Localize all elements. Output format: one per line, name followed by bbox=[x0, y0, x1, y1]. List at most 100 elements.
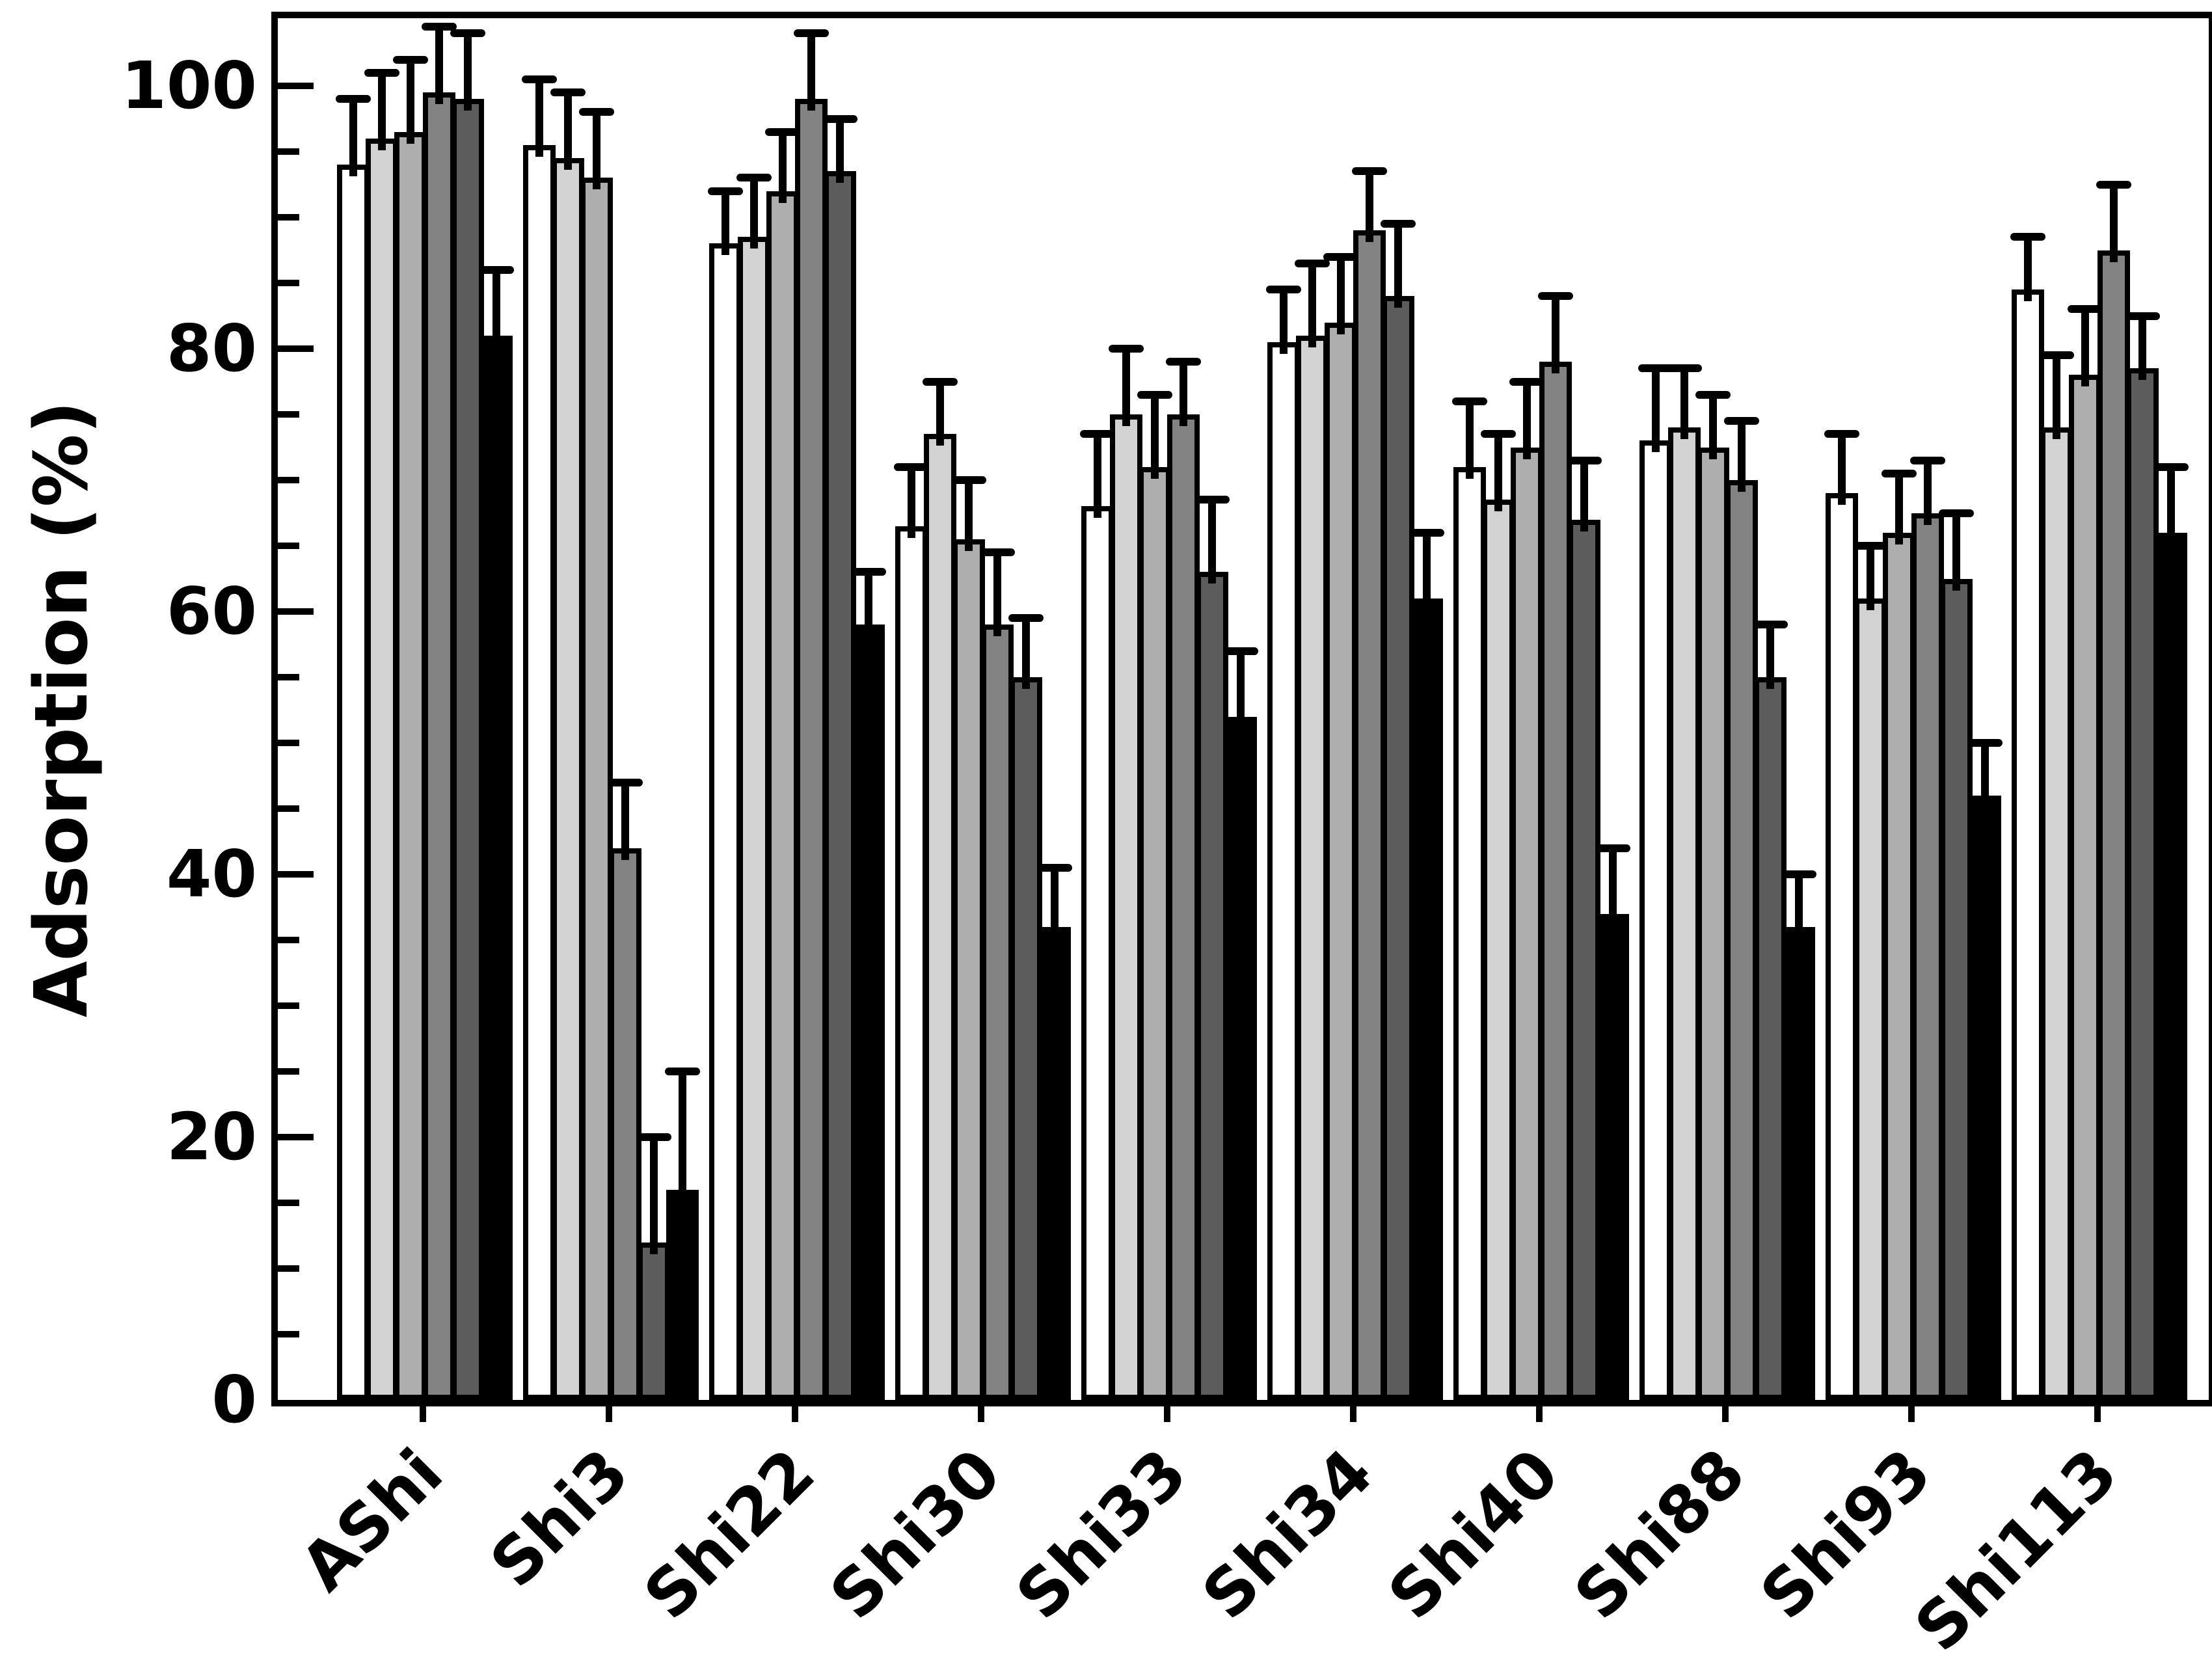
error-bar-line bbox=[564, 92, 572, 170]
error-bar-cap bbox=[1967, 739, 2003, 747]
x-tick bbox=[1908, 1400, 1915, 1422]
error-bar-cap bbox=[980, 548, 1015, 557]
error-bar-cap bbox=[1910, 456, 1945, 464]
bar-5-dark-gray bbox=[2126, 368, 2159, 1400]
x-tick-label: Shi33 bbox=[1002, 1434, 1202, 1634]
bar-6-black bbox=[1410, 598, 1443, 1400]
bar-1-white bbox=[2012, 289, 2044, 1400]
error-bar-cap bbox=[450, 29, 485, 38]
error-bar-cap bbox=[2153, 463, 2189, 471]
error-bar-cap bbox=[1595, 844, 1630, 852]
bar-4-gray bbox=[795, 99, 828, 1400]
error-bar-cap bbox=[1381, 220, 1416, 228]
x-tick bbox=[1536, 1400, 1543, 1422]
y-minor-tick bbox=[278, 1265, 299, 1272]
error-bar-line bbox=[750, 178, 758, 249]
error-bar-cap bbox=[1939, 509, 1974, 517]
error-bar-line bbox=[1680, 368, 1688, 440]
y-major-tick bbox=[278, 871, 314, 878]
x-tick bbox=[792, 1400, 798, 1422]
x-tick-label: Shi113 bbox=[1900, 1434, 2132, 1666]
error-bar-line bbox=[1709, 394, 1717, 459]
bar-2-light-gray bbox=[1482, 500, 1515, 1400]
error-bar-cap bbox=[1137, 390, 1172, 399]
error-bar-line bbox=[1308, 263, 1316, 347]
error-bar-line bbox=[1394, 224, 1402, 308]
error-bar-cap bbox=[1080, 430, 1115, 438]
x-tick-label: Shi22 bbox=[630, 1434, 830, 1634]
bar-5-dark-gray bbox=[1568, 519, 1600, 1400]
error-bar-line bbox=[936, 381, 944, 446]
bar-2-light-gray bbox=[366, 138, 398, 1400]
error-bar-line bbox=[1766, 625, 1774, 689]
bar-5-dark-gray bbox=[452, 99, 484, 1400]
y-minor-tick bbox=[278, 937, 299, 943]
bar-5-dark-gray bbox=[824, 171, 856, 1400]
error-bar-line bbox=[2081, 309, 2089, 387]
bar-5-dark-gray bbox=[1196, 572, 1228, 1400]
bar-2-light-gray bbox=[1668, 427, 1701, 1400]
error-bar-line bbox=[2138, 316, 2146, 381]
error-bar-line bbox=[1366, 171, 1373, 243]
error-bar-line bbox=[1151, 394, 1159, 479]
error-bar-cap bbox=[665, 1068, 700, 1075]
error-bar-cap bbox=[522, 75, 557, 83]
y-minor-tick bbox=[278, 280, 299, 287]
error-bar-cap bbox=[422, 23, 457, 31]
y-minor-tick bbox=[278, 805, 299, 812]
error-bar-cap bbox=[2096, 180, 2131, 189]
error-bar-line bbox=[1552, 296, 1559, 374]
error-bar-cap bbox=[2039, 351, 2074, 360]
y-tick-label: 40 bbox=[166, 836, 257, 912]
x-tick bbox=[606, 1400, 612, 1422]
error-bar-cap bbox=[1295, 259, 1330, 267]
bar-2-light-gray bbox=[552, 158, 584, 1400]
error-bar-line bbox=[1609, 848, 1617, 926]
y-minor-tick bbox=[278, 543, 299, 550]
x-tick bbox=[978, 1400, 984, 1422]
error-bar-line bbox=[1022, 618, 1030, 689]
bar-4-gray bbox=[2097, 250, 2130, 1400]
error-bar-cap bbox=[1638, 364, 1673, 373]
error-bar-cap bbox=[336, 95, 371, 103]
error-bar-line bbox=[349, 99, 357, 177]
error-bar-cap bbox=[479, 265, 514, 274]
bar-4-gray bbox=[1539, 362, 1572, 1400]
error-bar-line bbox=[1280, 289, 1288, 354]
bar-1-white bbox=[1267, 342, 1300, 1400]
error-bar-line bbox=[1122, 349, 1130, 426]
error-bar-cap bbox=[1753, 621, 1788, 629]
error-bar-cap bbox=[708, 187, 743, 195]
error-bar-line bbox=[2024, 237, 2032, 302]
x-tick-label: Shi34 bbox=[1188, 1434, 1388, 1634]
error-bar-line bbox=[407, 59, 414, 144]
error-bar-cap bbox=[1882, 469, 1917, 477]
x-tick-label: Shi30 bbox=[816, 1434, 1016, 1634]
error-bar-line bbox=[2110, 184, 2118, 262]
y-axis-title: Adsorption (%) bbox=[20, 400, 104, 1018]
error-bar-cap bbox=[951, 476, 986, 485]
error-bar-cap bbox=[923, 377, 958, 386]
error-bar-line bbox=[722, 191, 729, 256]
error-bar-cap bbox=[2125, 312, 2160, 320]
bar-6-black bbox=[2155, 532, 2187, 1400]
x-tick-label: Shi40 bbox=[1374, 1434, 1574, 1634]
error-bar-line bbox=[464, 33, 472, 111]
bar-5-dark-gray bbox=[1382, 296, 1414, 1400]
y-major-tick bbox=[278, 608, 314, 615]
y-major-tick bbox=[278, 83, 314, 90]
bar-3-medium-gray bbox=[2069, 375, 2101, 1400]
error-bar-line bbox=[1867, 546, 1874, 610]
bar-6-black bbox=[1038, 926, 1071, 1400]
error-bar-cap bbox=[1509, 377, 1544, 386]
bar-4-gray bbox=[1167, 414, 1200, 1400]
bar-3-medium-gray bbox=[1139, 466, 1171, 1400]
error-bar-cap bbox=[579, 108, 614, 116]
y-tick-label: 100 bbox=[121, 47, 257, 124]
error-bar-line bbox=[2053, 355, 2060, 440]
error-bar-cap bbox=[894, 463, 929, 471]
error-bar-line bbox=[965, 480, 973, 551]
bar-1-white bbox=[523, 144, 556, 1400]
error-bar-cap bbox=[1695, 390, 1731, 399]
error-bar-line bbox=[1838, 434, 1846, 505]
